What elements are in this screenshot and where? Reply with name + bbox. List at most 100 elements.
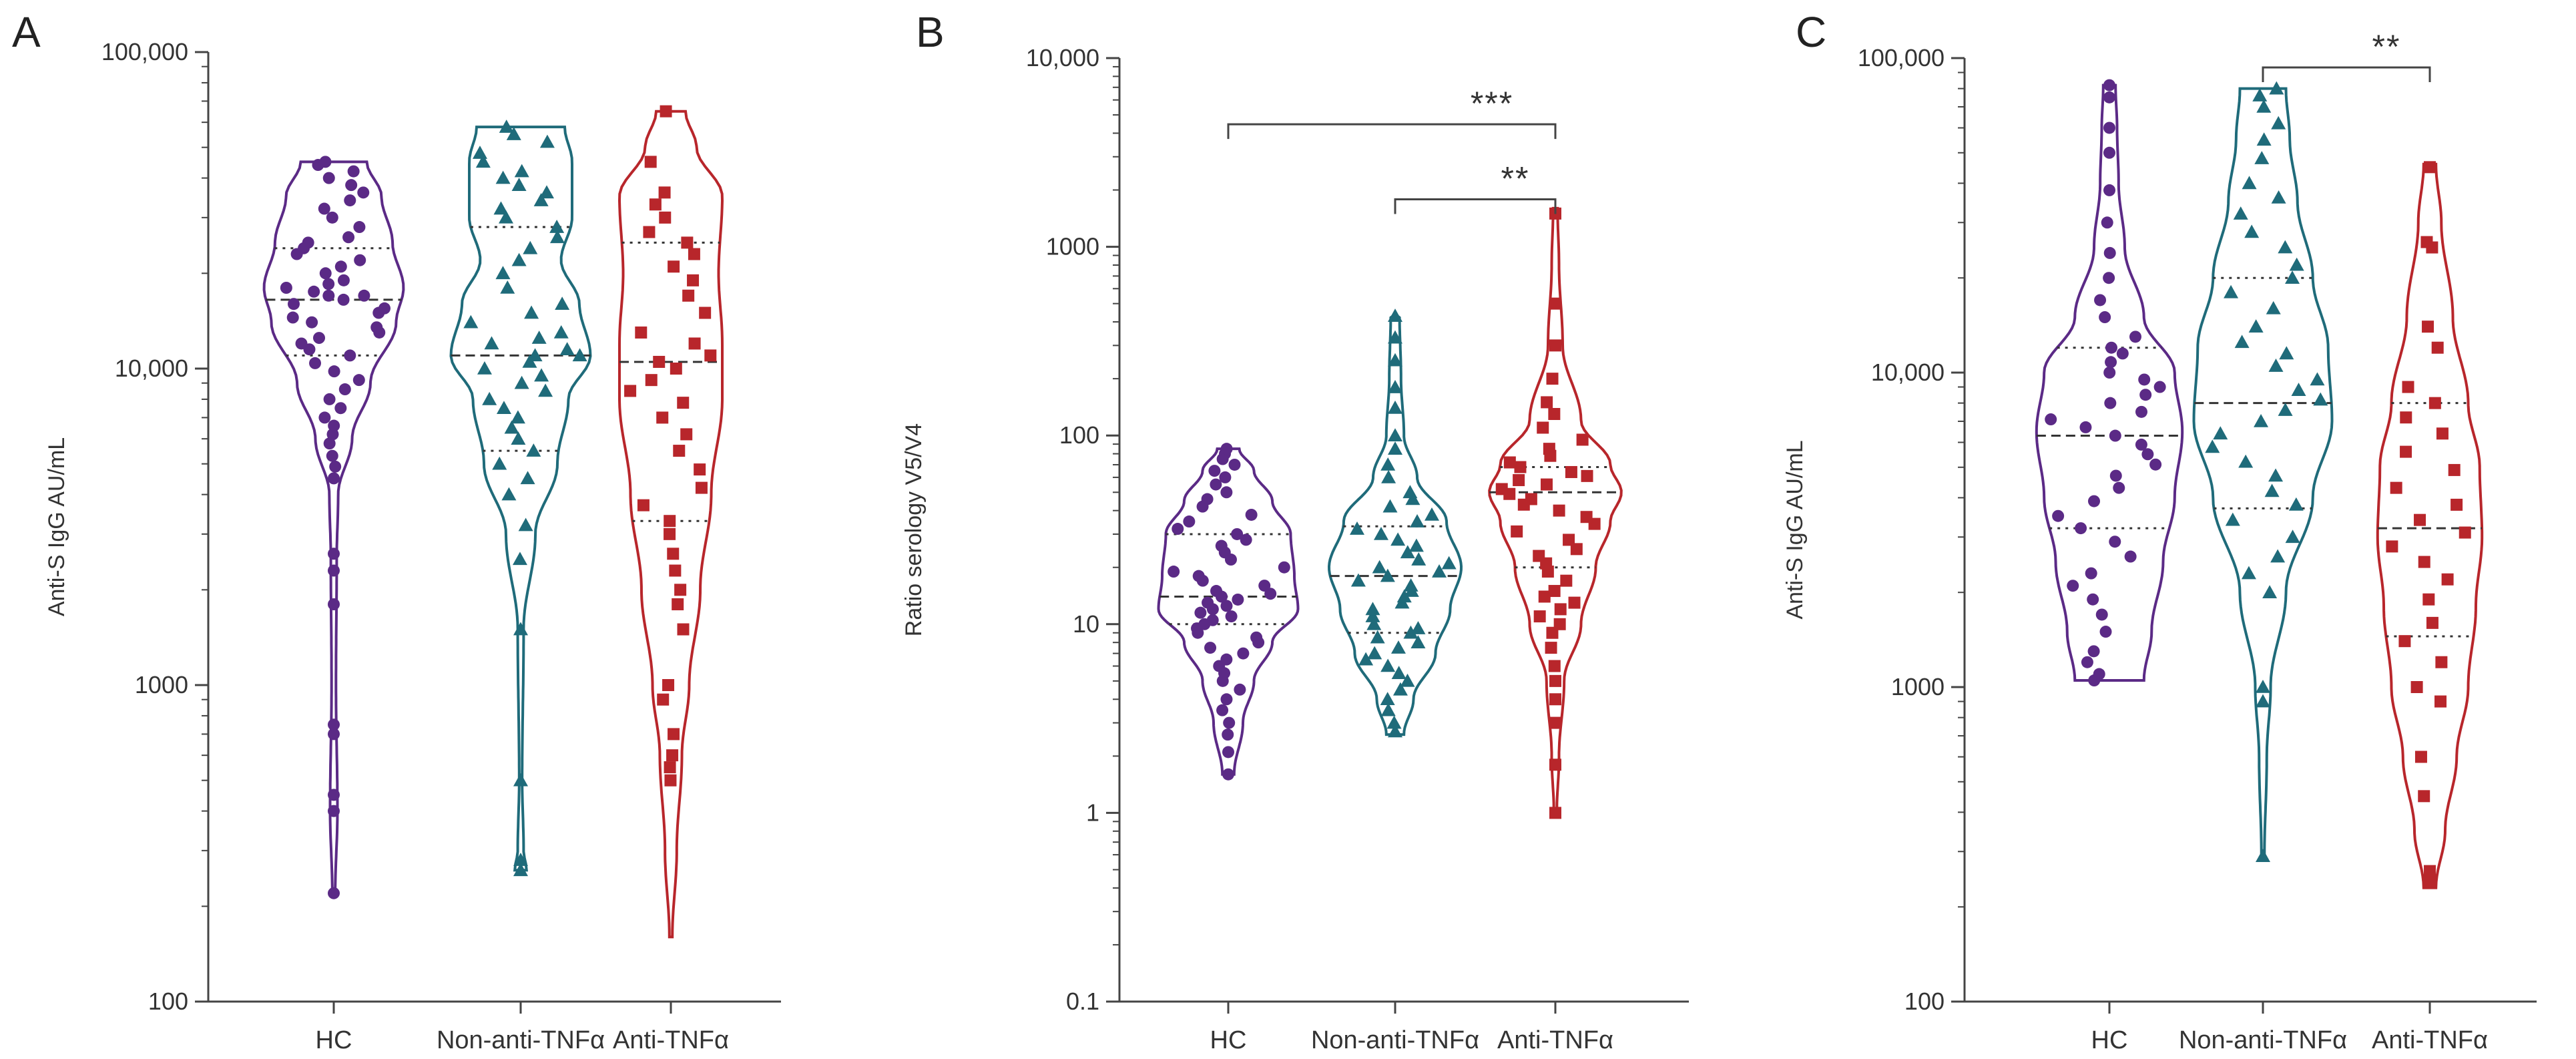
data-point bbox=[2285, 530, 2300, 544]
data-point bbox=[2441, 573, 2454, 586]
data-point bbox=[337, 293, 350, 306]
data-point bbox=[624, 385, 637, 397]
data-point bbox=[1545, 642, 1557, 654]
data-point bbox=[572, 348, 587, 362]
data-point bbox=[2400, 445, 2412, 458]
y-tick-label: 10,000 bbox=[115, 355, 188, 382]
data-point bbox=[2087, 495, 2100, 507]
data-point bbox=[493, 201, 509, 215]
data-point bbox=[2310, 372, 2325, 386]
data-point bbox=[328, 789, 340, 801]
data-point bbox=[2087, 645, 2100, 658]
data-point bbox=[2285, 270, 2300, 284]
data-point bbox=[506, 127, 521, 140]
data-point bbox=[2213, 426, 2228, 440]
data-point bbox=[1538, 590, 1551, 603]
data-point bbox=[326, 211, 338, 224]
data-point bbox=[2435, 656, 2448, 668]
x-category-label: HC bbox=[1210, 1026, 1247, 1054]
data-point bbox=[533, 193, 549, 206]
data-point bbox=[319, 267, 332, 280]
data-point bbox=[287, 298, 300, 310]
data-point bbox=[498, 210, 513, 224]
data-point bbox=[1382, 499, 1398, 513]
data-point bbox=[1392, 682, 1408, 696]
x-category-label: Anti-TNFα bbox=[613, 1026, 729, 1054]
data-point bbox=[527, 348, 543, 362]
data-point bbox=[659, 211, 672, 224]
data-point bbox=[334, 402, 347, 415]
data-point bbox=[1219, 471, 1232, 483]
data-point bbox=[345, 179, 358, 192]
data-point bbox=[2105, 341, 2118, 354]
data-point bbox=[694, 463, 706, 476]
data-point bbox=[2116, 347, 2129, 360]
data-point bbox=[1220, 693, 1233, 706]
data-point bbox=[2256, 849, 2270, 863]
data-point bbox=[463, 314, 479, 329]
data-point bbox=[353, 221, 366, 234]
data-point bbox=[378, 302, 391, 314]
data-point bbox=[2099, 626, 2112, 638]
data-point bbox=[1225, 610, 1238, 623]
data-point bbox=[1210, 585, 1223, 598]
data-point bbox=[672, 598, 684, 611]
data-point bbox=[513, 622, 528, 636]
data-point bbox=[2254, 413, 2269, 427]
data-point bbox=[1410, 635, 1426, 648]
data-point bbox=[668, 728, 680, 740]
data-point bbox=[2103, 367, 2116, 379]
data-point bbox=[653, 355, 666, 368]
data-point bbox=[1204, 642, 1217, 654]
data-point bbox=[2268, 468, 2284, 482]
data-point bbox=[2451, 498, 2463, 511]
data-point bbox=[492, 456, 507, 470]
data-point bbox=[2424, 865, 2436, 877]
y-tick-label: 1000 bbox=[1046, 233, 1099, 260]
data-point bbox=[2271, 190, 2286, 204]
y-tick-label: 100 bbox=[1059, 421, 1099, 449]
data-point bbox=[1220, 600, 1233, 612]
data-point bbox=[657, 693, 670, 706]
data-point bbox=[656, 411, 669, 424]
data-point bbox=[553, 325, 569, 339]
panel-c: C 100 1000 10,000 100,000 Anti-S IgG AU/mL HC N… bbox=[1782, 8, 2537, 1054]
data-point bbox=[286, 311, 299, 324]
data-point bbox=[495, 266, 511, 280]
data-point bbox=[1278, 561, 1290, 574]
data-point bbox=[2095, 608, 2108, 621]
y-tick-label: 0.1 bbox=[1066, 988, 1099, 1015]
data-point bbox=[1366, 616, 1382, 630]
data-point bbox=[328, 564, 340, 577]
data-point bbox=[2262, 585, 2278, 599]
data-point bbox=[1402, 485, 1418, 499]
data-point bbox=[1232, 593, 1244, 606]
data-point bbox=[1533, 550, 1545, 562]
data-point bbox=[1194, 606, 1207, 619]
data-point bbox=[677, 623, 690, 636]
data-point bbox=[1410, 514, 1425, 527]
data-point bbox=[328, 472, 340, 485]
data-point bbox=[357, 186, 370, 199]
data-point bbox=[1228, 458, 1241, 471]
data-point bbox=[1380, 457, 1396, 471]
data-point bbox=[2045, 413, 2057, 426]
data-point bbox=[308, 285, 320, 298]
data-point bbox=[688, 337, 701, 350]
data-point bbox=[1237, 647, 1250, 660]
data-point bbox=[1568, 596, 1581, 609]
data-point bbox=[2288, 497, 2304, 511]
data-point bbox=[1549, 339, 1561, 352]
data-point bbox=[2075, 522, 2087, 535]
data-point bbox=[313, 332, 326, 345]
x-category-label: HC bbox=[2091, 1026, 2128, 1054]
data-point bbox=[2135, 438, 2147, 451]
data-point bbox=[1380, 692, 1395, 706]
data-point bbox=[1370, 630, 1385, 644]
data-point bbox=[1220, 443, 1233, 455]
data-point bbox=[1513, 474, 1525, 487]
data-point bbox=[635, 326, 648, 339]
data-point bbox=[1390, 532, 1406, 546]
data-point bbox=[2390, 481, 2402, 494]
data-point bbox=[2424, 161, 2436, 174]
